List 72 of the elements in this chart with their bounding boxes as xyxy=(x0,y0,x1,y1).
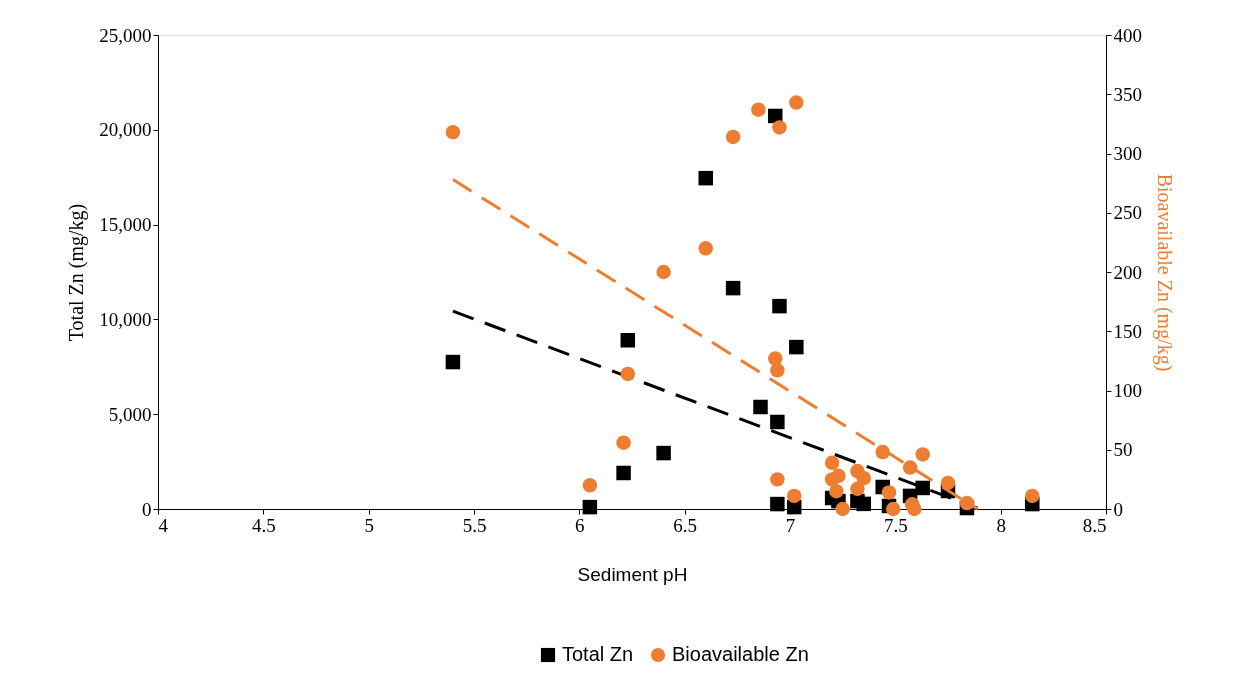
point xyxy=(856,496,871,512)
point xyxy=(753,399,768,415)
y2-tick-label: 200 xyxy=(1113,261,1142,283)
y-tick-label: 15,000 xyxy=(99,214,152,236)
point xyxy=(829,483,844,499)
y2-tick-label: 0 xyxy=(1113,498,1123,520)
point xyxy=(698,170,713,186)
point xyxy=(698,241,713,256)
point xyxy=(445,354,461,370)
legend-label: Total Zn xyxy=(562,643,634,665)
point xyxy=(915,480,930,496)
point xyxy=(768,351,783,366)
x-tick-label: 7.5 xyxy=(883,514,908,536)
point xyxy=(620,333,636,348)
point xyxy=(582,478,598,493)
point xyxy=(881,485,897,500)
point xyxy=(656,445,671,461)
point xyxy=(770,472,785,487)
point xyxy=(582,499,598,515)
y2-tick-label: 100 xyxy=(1113,380,1142,401)
point xyxy=(725,280,741,296)
y2-axis-title: Bioavailable Zn (mg/kg) xyxy=(1153,173,1176,372)
legend-label: Bioavailable Zn xyxy=(672,643,809,665)
point xyxy=(770,496,785,512)
point xyxy=(907,501,922,517)
y2-tick-label: 50 xyxy=(1113,439,1133,461)
x-tick-label: 8 xyxy=(996,514,1006,536)
y-tick-label: 20,000 xyxy=(99,119,152,141)
y2-tick-label: 350 xyxy=(1113,83,1142,105)
point xyxy=(915,447,930,462)
point xyxy=(789,339,804,355)
y-tick-label: 10,000 xyxy=(99,308,152,330)
y-tick-label: 0 xyxy=(142,498,152,520)
point xyxy=(616,465,631,481)
point xyxy=(445,124,461,140)
x-tick-label: 4 xyxy=(158,514,169,536)
y-axis-title: Total Zn (mg/kg) xyxy=(65,203,89,342)
point xyxy=(831,468,846,484)
point xyxy=(789,95,804,110)
point xyxy=(770,363,785,378)
y2-tick-label: 400 xyxy=(1113,24,1142,46)
x-tick-label: 5.5 xyxy=(462,514,487,536)
x-tick-label: 6 xyxy=(575,514,585,536)
x-tick-label: 5 xyxy=(364,514,374,536)
x-tick-label: 7 xyxy=(785,514,796,536)
point xyxy=(824,455,840,471)
point xyxy=(885,501,901,517)
point xyxy=(620,366,636,382)
y2-tick-label: 300 xyxy=(1113,143,1142,164)
y2-tick-label: 150 xyxy=(1113,320,1142,342)
x-axis-title: Sediment pH xyxy=(577,563,688,585)
point xyxy=(902,460,918,475)
point xyxy=(850,481,865,497)
x-tick-label: 6.5 xyxy=(673,514,698,536)
point xyxy=(959,495,975,511)
y-tick-label: 5,000 xyxy=(108,403,152,425)
point xyxy=(772,120,787,135)
point xyxy=(940,475,956,491)
point xyxy=(1025,488,1040,504)
x-tick-label: 8.5 xyxy=(1082,514,1107,536)
point xyxy=(856,470,871,486)
y-tick-label: 25,000 xyxy=(99,24,152,46)
point xyxy=(725,129,741,145)
point xyxy=(786,488,802,504)
point xyxy=(751,102,766,117)
point xyxy=(656,264,671,280)
point xyxy=(616,435,631,450)
point xyxy=(835,501,850,517)
point xyxy=(772,298,787,314)
y2-tick-label: 250 xyxy=(1113,202,1142,224)
point xyxy=(770,414,785,430)
x-tick-label: 4.5 xyxy=(251,514,276,536)
